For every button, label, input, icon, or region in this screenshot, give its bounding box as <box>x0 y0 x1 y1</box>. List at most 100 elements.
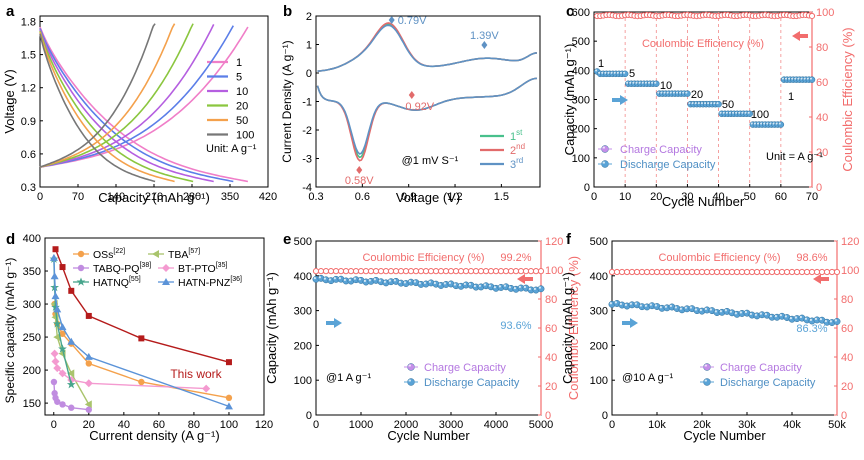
ce-point <box>347 268 355 275</box>
discharge-point-shine <box>433 281 436 285</box>
legend-marker-hatnq <box>76 277 86 286</box>
ce-point <box>608 268 616 276</box>
x-tick-label: 4000 <box>484 419 508 431</box>
y-tick-label: 0.6 <box>21 149 36 161</box>
discharge-point-shine <box>318 276 321 279</box>
discharge-point-shine <box>418 282 421 285</box>
data-point-this-work <box>225 359 232 366</box>
legend-discharge-label: Discharge Capacity <box>720 377 816 389</box>
x-axis-label: Voltage (V) <box>396 190 460 205</box>
ce-point <box>638 268 646 276</box>
ce-point <box>778 268 786 276</box>
discharge-point-shine <box>791 77 794 80</box>
discharge-point <box>492 284 500 292</box>
discharge-point-shine <box>609 302 612 305</box>
ce-point <box>387 268 395 275</box>
data-point-bt-pto <box>51 357 60 366</box>
cv-cathodic-cycle-2 <box>316 77 537 162</box>
capacity-axis-arrow <box>622 318 638 328</box>
panel-c-rate-performance: c0 10 20 30 40 50 60 70010020030040050060002040… <box>562 3 855 209</box>
legend-discharge-marker-shine <box>602 161 606 164</box>
ce-axis-arrow-shape <box>813 274 829 284</box>
discharge-point-shine <box>722 111 725 114</box>
discharge-point-shine <box>799 315 802 319</box>
unit-label: Unit = A g⁻¹ <box>766 151 823 163</box>
ce-label: Coulombic Efficiency (%) <box>362 252 484 264</box>
data-point-bt-pto <box>84 379 93 388</box>
discharge-point <box>823 318 831 326</box>
x-tick-label: 1.2 <box>447 191 462 203</box>
ce-point <box>482 268 490 275</box>
discharge-point <box>788 315 796 323</box>
ce-point <box>798 268 806 276</box>
ce-label: Coulombic Efficiency (%) <box>642 38 764 50</box>
y2-axis-label: Coulombic Efficiency (%) <box>840 27 855 171</box>
discharge-point-shine <box>666 91 669 94</box>
discharge-point <box>833 318 841 325</box>
ce-value: 99.2% <box>500 252 531 264</box>
discharge-point-shine <box>707 102 710 105</box>
discharge-point-shine <box>323 277 326 280</box>
data-point-hatn-pnz <box>49 253 58 261</box>
discharge-point-shine <box>738 111 741 114</box>
discharge-point <box>621 70 629 78</box>
discharge-point-shine <box>388 279 391 282</box>
discharge-point <box>332 275 340 283</box>
discharge-point <box>417 280 425 288</box>
x-tick-label: 0.6 <box>355 191 370 203</box>
discharge-point-shine <box>328 278 331 281</box>
discharge-point-shine <box>814 317 817 320</box>
ce-point <box>377 268 385 275</box>
data-point-tabq-pq <box>68 404 75 411</box>
capacity-axis-arrow-shape <box>326 318 342 328</box>
discharge-point-shine <box>649 303 652 306</box>
peak-marker <box>408 91 415 99</box>
discharge-point <box>748 311 756 319</box>
ce-point <box>457 268 465 275</box>
y2-tick-label: 80 <box>545 294 557 306</box>
discharge-point-shine <box>654 304 657 307</box>
discharge-point-shine <box>766 122 769 125</box>
ce-point <box>312 268 320 275</box>
y2-tick-label: 20 <box>841 381 853 393</box>
y-tick-label: 100 <box>572 153 590 165</box>
y-tick-label: 150 <box>23 398 41 410</box>
y2-tick-label: 0 <box>545 410 551 422</box>
x-tick-label: 0 <box>51 419 57 431</box>
discharge-point-shine <box>781 77 784 80</box>
y2-tick-label: 120 <box>841 236 859 248</box>
data-point-this-work <box>59 264 66 271</box>
discharge-point-shine <box>635 81 638 84</box>
discharge-point-body <box>684 90 691 97</box>
discharge-point-shine <box>829 320 832 323</box>
discharge-point-shine <box>639 304 642 307</box>
ce-point <box>472 268 480 275</box>
y2-tick-label: 80 <box>841 294 853 306</box>
ce-point <box>422 268 430 275</box>
y2-tick-label: 100 <box>841 265 859 277</box>
discharge-point-shine <box>764 312 767 316</box>
peak-marker <box>388 16 395 24</box>
y-tick-label: 1.5 <box>21 50 36 62</box>
y-tick-label: 200 <box>23 365 41 377</box>
discharge-point-shine <box>533 287 536 291</box>
discharge-point-shine <box>809 77 812 80</box>
charge-curve-100 <box>39 23 156 168</box>
discharge-point-body <box>777 121 785 128</box>
x-tick-label: 5000 <box>529 419 553 431</box>
ce-point <box>417 268 425 275</box>
discharge-point-shine <box>626 81 629 84</box>
legend-ref: [55] <box>129 276 141 283</box>
legend-label-oss: OSs[22] <box>93 248 125 261</box>
discharge-point-shine <box>654 81 657 84</box>
series-line-hatn-pnz <box>53 257 230 408</box>
ce-point <box>507 268 515 275</box>
discharge-point-shine <box>744 111 747 114</box>
annotation-peak-079: 0.79V <box>398 15 427 27</box>
discharge-point-shine <box>716 102 719 105</box>
data-point-this-work <box>138 335 145 342</box>
ce-point <box>668 268 676 276</box>
y-tick-label: 200 <box>294 340 312 352</box>
discharge-point-shine <box>769 122 772 125</box>
discharge-point-shine <box>629 302 632 305</box>
